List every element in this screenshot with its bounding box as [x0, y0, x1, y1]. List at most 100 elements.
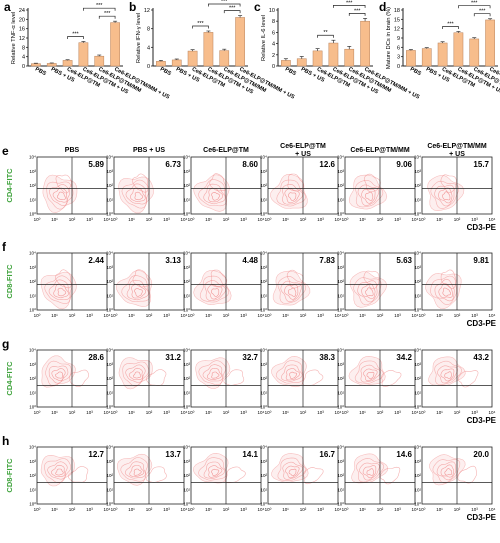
y-tick-label: 3 — [397, 55, 400, 61]
y-tick-label: 10¹ — [183, 293, 190, 298]
y-tick-label: 0 — [22, 64, 25, 70]
x-tick-label: 10⁰ — [111, 217, 118, 222]
contour — [281, 183, 304, 205]
x-tick-label: 10³ — [394, 410, 401, 415]
contour — [288, 192, 297, 201]
quadrant-percentage: 9.81 — [473, 256, 489, 265]
y-tick-label: 10¹ — [414, 390, 421, 395]
significance-bracket — [317, 34, 334, 38]
x-tick-label: 10¹ — [128, 313, 135, 318]
contour — [437, 365, 458, 384]
y-tick-label: 10² — [183, 183, 190, 188]
x-tick-label: 10⁰ — [34, 410, 41, 415]
y-tick-label: 0 — [272, 64, 275, 70]
category-label: PBS — [284, 66, 297, 77]
category-label: PBS — [34, 66, 47, 77]
x-axis-label: CD3-PE — [467, 319, 497, 328]
quadrant-percentage: 7.83 — [319, 256, 335, 265]
contour — [203, 461, 225, 479]
contour — [349, 271, 388, 308]
x-tick-label: 10² — [454, 313, 461, 318]
y-tick-label: 10² — [183, 473, 190, 478]
contour — [44, 275, 73, 305]
contour — [365, 287, 374, 297]
x-tick-label: 10⁴ — [258, 507, 265, 512]
bar-5 — [344, 48, 355, 67]
bar-3 — [312, 50, 323, 67]
bar-6 — [235, 17, 245, 67]
y-tick-label: 10¹ — [106, 197, 113, 202]
x-tick-label: 10¹ — [282, 507, 289, 512]
contour — [288, 468, 297, 477]
contour — [45, 360, 72, 387]
x-tick-label: 10² — [223, 217, 230, 222]
x-tick-label: 10² — [454, 507, 461, 512]
x-tick-label: 10⁰ — [111, 507, 118, 512]
y-tick-label: 0 — [397, 64, 400, 70]
y-tick-label: 10¹ — [260, 197, 267, 202]
quadrant-percentage: 34.2 — [396, 353, 412, 362]
bar-4 — [453, 32, 464, 67]
contour — [40, 454, 75, 487]
y-tick-label: 10⁰ — [29, 212, 36, 217]
column-header: Ce6-ELP@TM — [203, 147, 249, 154]
x-tick-label: 10⁴ — [181, 410, 188, 415]
x-tick-label: 10³ — [317, 410, 324, 415]
x-tick-label: 10³ — [471, 507, 478, 512]
x-tick-label: 10² — [300, 217, 307, 222]
y-tick-label: 4 — [272, 42, 275, 48]
contour — [46, 181, 74, 210]
x-tick-label: 10⁰ — [419, 507, 426, 512]
significance-bracket — [98, 15, 116, 19]
contour — [357, 280, 378, 303]
y-tick-label: 10³ — [183, 459, 190, 464]
y-tick-label: 12 — [19, 36, 25, 42]
y-tick-label: 10² — [260, 183, 267, 188]
x-tick-label: 10⁴ — [489, 507, 496, 512]
y-tick-label: 6 — [272, 30, 275, 36]
x-tick-label: 10² — [223, 313, 230, 318]
y-tick-label: 10¹ — [414, 197, 421, 202]
y-tick-label: 10¹ — [106, 390, 113, 395]
y-tick-label: 10⁴ — [337, 251, 344, 256]
x-tick-label: 10¹ — [128, 410, 135, 415]
y-tick-label: 10³ — [29, 362, 36, 367]
panel-label: a — [4, 0, 11, 14]
y-tick-label: 10⁰ — [106, 212, 113, 217]
y-axis-label: CD4-FITC — [5, 168, 14, 203]
x-tick-label: 10⁰ — [34, 313, 41, 318]
y-tick-label: 10² — [414, 473, 421, 478]
x-tick-label: 10³ — [394, 507, 401, 512]
y-tick-label: 10⁰ — [106, 405, 113, 410]
contour — [281, 364, 303, 382]
y-tick-label: 10⁰ — [414, 308, 421, 313]
significance-label: *** — [72, 32, 79, 38]
contour — [210, 288, 220, 297]
y-axis-label: Mature DCs in brain (%) — [386, 7, 392, 69]
contour — [51, 368, 66, 381]
contour — [286, 269, 304, 289]
y-tick-label: 10⁴ — [183, 348, 190, 353]
bar-4 — [78, 42, 89, 67]
bar-1 — [406, 50, 416, 67]
x-tick-label: 10² — [377, 410, 384, 415]
quadrant-percentage: 13.7 — [165, 450, 181, 459]
y-tick-label: 10¹ — [414, 487, 421, 492]
y-tick-label: 10² — [260, 473, 267, 478]
y-tick-label: 10⁴ — [106, 251, 113, 256]
y-axis-label: CD4-FITC — [5, 361, 14, 396]
significance-label: *** — [354, 8, 361, 14]
x-tick-label: 10⁴ — [335, 217, 342, 222]
y-tick-label: 10⁰ — [414, 502, 421, 507]
quadrant-percentage: 12.7 — [88, 450, 104, 459]
column-header: + US — [449, 151, 465, 158]
y-axis-label: CD8-FITC — [5, 264, 14, 299]
y-tick-label: 10³ — [29, 265, 36, 270]
contour — [203, 183, 226, 205]
contour — [224, 466, 246, 484]
